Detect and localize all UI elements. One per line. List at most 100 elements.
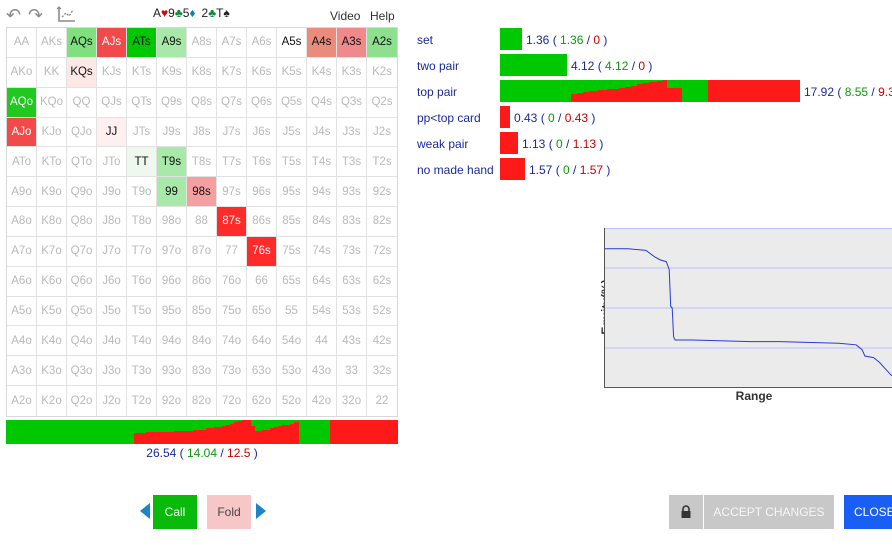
hand-cell[interactable]: K9o xyxy=(37,177,67,208)
hand-cell[interactable]: 66 xyxy=(247,266,277,297)
hand-cell[interactable]: 95s xyxy=(277,177,307,208)
hand-cell[interactable]: A4o xyxy=(7,326,37,357)
hand-cell[interactable]: 42s xyxy=(367,326,397,357)
hand-cell[interactable]: AA xyxy=(7,28,37,58)
hand-cell[interactable]: K8s xyxy=(187,57,217,88)
hand-cell[interactable]: Q6s xyxy=(247,87,277,118)
hand-cell[interactable]: J8o xyxy=(97,207,127,237)
hand-cell[interactable]: A9o xyxy=(7,177,37,208)
next-arrow-icon[interactable] xyxy=(256,503,266,519)
hand-cell[interactable]: AQs xyxy=(67,28,97,58)
hand-cell[interactable]: K9s xyxy=(157,57,187,88)
hand-cell[interactable]: 85o xyxy=(187,296,217,327)
hand-cell[interactable]: J4s xyxy=(307,117,337,148)
hand-cell[interactable]: A7o xyxy=(7,236,37,267)
hand-cell[interactable]: J7o xyxy=(97,236,127,267)
hand-cell[interactable]: T6s xyxy=(247,147,277,178)
hand-cell[interactable]: K3o xyxy=(37,356,67,387)
hand-cell[interactable]: 54o xyxy=(277,326,307,357)
hand-cell[interactable]: 86o xyxy=(187,266,217,297)
hand-cell[interactable]: QJs xyxy=(97,87,127,118)
hand-cell[interactable]: Q8o xyxy=(67,207,97,237)
hand-cell[interactable]: 83o xyxy=(187,356,217,387)
hand-cell[interactable]: JJ xyxy=(97,117,127,148)
hand-cell[interactable]: 75o xyxy=(217,296,247,327)
hand-cell[interactable]: 72s xyxy=(367,237,397,267)
hand-cell[interactable]: 74o xyxy=(217,326,247,357)
hand-cell[interactable]: 94s xyxy=(307,177,337,208)
hand-cell[interactable]: QQ xyxy=(67,87,97,118)
hand-cell[interactable]: JTo xyxy=(97,147,127,178)
hand-cell[interactable]: 77 xyxy=(217,236,247,267)
hand-cell[interactable]: 88 xyxy=(187,207,217,237)
hand-cell[interactable]: 22 xyxy=(375,395,389,408)
hand-cell[interactable]: Q7s xyxy=(217,87,247,118)
hand-cell[interactable]: 97s xyxy=(217,177,247,208)
hand-cell[interactable]: K6s xyxy=(247,57,277,88)
hand-cell[interactable]: 63o xyxy=(247,356,277,387)
hand-cell[interactable]: T3s xyxy=(337,147,367,178)
call-button[interactable]: Call xyxy=(153,495,197,529)
hand-cell[interactable]: K6o xyxy=(37,266,67,297)
hand-cell[interactable]: 76o xyxy=(217,266,247,297)
hand-cell[interactable]: Q7o xyxy=(67,236,97,267)
hand-cell[interactable]: J3o xyxy=(97,356,127,387)
hand-cell[interactable]: J3s xyxy=(337,117,367,148)
hand-cell[interactable]: T7o xyxy=(127,236,157,267)
hand-cell[interactable]: 97o xyxy=(157,236,187,267)
hand-cell[interactable]: J2o xyxy=(97,386,127,416)
hand-cell[interactable]: T4s xyxy=(307,147,337,178)
axis-graph-icon[interactable] xyxy=(56,6,76,24)
hand-cell[interactable]: J7s xyxy=(217,117,247,148)
hand-cell[interactable]: 44 xyxy=(307,326,337,357)
hand-cell[interactable]: T8s xyxy=(187,147,217,178)
hand-cell[interactable]: AQo xyxy=(7,87,37,118)
lock-button[interactable] xyxy=(669,495,703,529)
hand-cell[interactable]: K2o xyxy=(37,386,67,416)
hand-cell[interactable]: K7s xyxy=(217,57,247,88)
hand-cell[interactable]: K3s xyxy=(337,57,367,88)
hand-cell[interactable]: T5o xyxy=(127,296,157,327)
hand-cell[interactable]: Q5o xyxy=(67,296,97,327)
hand-cell[interactable]: 92s xyxy=(367,177,397,208)
hand-cell[interactable]: JTs xyxy=(127,117,157,148)
hand-cell[interactable]: KK xyxy=(37,57,67,88)
hand-cell[interactable]: Q9o xyxy=(67,177,97,208)
hand-cell[interactable]: QJo xyxy=(67,117,97,148)
hand-cell[interactable]: 93s xyxy=(337,177,367,208)
hand-cell[interactable]: K4s xyxy=(307,57,337,88)
hand-cell[interactable]: Q3o xyxy=(67,356,97,387)
hand-cell[interactable]: A6s xyxy=(247,28,277,58)
close-button[interactable]: CLOSE xyxy=(844,495,892,529)
hand-cell[interactable]: K7o xyxy=(37,236,67,267)
hand-cell[interactable]: J8s xyxy=(187,117,217,148)
hand-cell[interactable]: 82o xyxy=(187,386,217,416)
hand-cell[interactable]: 86s xyxy=(247,207,277,237)
hand-cell[interactable]: T9o xyxy=(127,177,157,208)
hand-cell[interactable]: T4o xyxy=(127,326,157,357)
hand-cell[interactable]: K8o xyxy=(37,207,67,237)
hand-cell[interactable]: 64s xyxy=(307,266,337,297)
hand-cell[interactable]: J9o xyxy=(97,177,127,208)
hand-cell[interactable]: T2o xyxy=(127,386,157,416)
hand-cell[interactable]: AJs xyxy=(97,28,127,58)
hand-cell[interactable]: 62s xyxy=(367,267,397,297)
hand-cell[interactable]: 65s xyxy=(277,266,307,297)
hand-cell[interactable]: TT xyxy=(127,147,157,178)
hand-cell[interactable]: 65o xyxy=(247,296,277,327)
hand-cell[interactable]: A2o xyxy=(7,386,37,416)
hand-cell[interactable]: 33 xyxy=(337,356,367,387)
hand-cell[interactable]: Q4s xyxy=(307,87,337,118)
hand-cell[interactable]: 53o xyxy=(277,356,307,387)
hand-cell[interactable]: 87o xyxy=(187,236,217,267)
hand-cell[interactable]: A3s xyxy=(337,28,367,58)
hand-cell[interactable]: A8o xyxy=(7,207,37,237)
hand-cell[interactable]: 42o xyxy=(307,386,337,416)
hand-cell[interactable]: 75s xyxy=(277,236,307,267)
hand-cell[interactable]: 32o xyxy=(337,386,367,416)
help-link[interactable]: Help xyxy=(370,9,395,23)
hand-cell[interactable]: KTo xyxy=(37,147,67,178)
hand-cell[interactable]: J6o xyxy=(97,266,127,297)
hand-cell[interactable]: K5o xyxy=(37,296,67,327)
hand-cell[interactable]: J4o xyxy=(97,326,127,357)
